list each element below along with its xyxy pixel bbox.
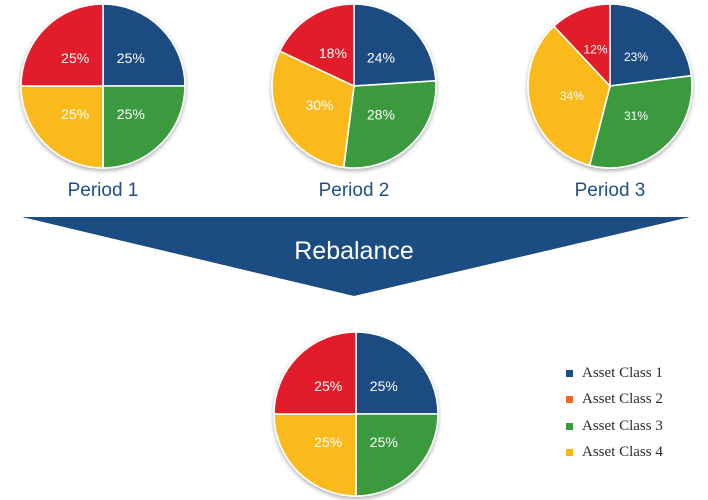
- pie-3-slice-asset-class-4: [527, 25, 611, 167]
- legend-label-asset-class-1: Asset Class 1: [582, 364, 663, 381]
- period-label-1: Period 1: [68, 180, 139, 201]
- rebalance-arrow-banner: [22, 217, 690, 296]
- pie-chart-2: [271, 3, 437, 169]
- pie-3-slice-asset-class-3: [588, 74, 693, 169]
- pie-2-slice-asset-class-1: [353, 3, 437, 87]
- legend-swatch-asset-class-1: [566, 369, 573, 377]
- legend-swatch-asset-class-2: [566, 396, 573, 404]
- pie-1-label-asset-class-4: 25%: [61, 106, 89, 122]
- rebalance-label: Rebalance: [294, 237, 414, 265]
- pie-4-slice-asset-class-4: [273, 413, 357, 497]
- legend-label-asset-class-2: Asset Class 2: [582, 391, 663, 408]
- pie-chart-4: [273, 331, 439, 497]
- pie-4-label-asset-class-4: 25%: [314, 434, 342, 450]
- period-label-3: Period 3: [575, 180, 646, 201]
- pie-1-label-asset-class-2: 25%: [61, 50, 89, 66]
- legend-item-asset-class-2: Asset Class 2: [566, 387, 663, 414]
- pie-3-slice-asset-class-1: [609, 3, 693, 87]
- pie-4-slice-asset-class-2: [273, 331, 357, 415]
- legend-item-asset-class-1: Asset Class 1: [566, 360, 663, 387]
- pie-4-label-asset-class-1: 25%: [370, 378, 398, 394]
- pie-4-label-asset-class-2: 25%: [314, 378, 342, 394]
- pie-1-slice-asset-class-3: [102, 85, 186, 169]
- pie-2-label-asset-class-3: 28%: [367, 107, 395, 123]
- pie-3-label-asset-class-2: 12%: [583, 43, 607, 57]
- pie-4-label-asset-class-3: 25%: [370, 434, 398, 450]
- pie-4-slice-asset-class-3: [355, 413, 439, 497]
- pie-2-slice-asset-class-2: [278, 3, 355, 88]
- period-label-2: Period 2: [319, 180, 390, 201]
- pie-2-label-asset-class-4: 30%: [305, 97, 333, 113]
- legend-label-asset-class-4: Asset Class 4: [582, 444, 663, 461]
- pie-1-slice-asset-class-1: [102, 3, 186, 87]
- pie-1-slice-asset-class-4: [20, 85, 104, 169]
- pie-3-label-asset-class-4: 34%: [560, 89, 584, 103]
- pie-3-label-asset-class-3: 31%: [624, 109, 648, 123]
- legend-swatch-asset-class-3: [566, 422, 573, 430]
- legend-item-asset-class-4: Asset Class 4: [566, 440, 663, 467]
- pie-1-slice-asset-class-2: [20, 3, 104, 87]
- pie-1-label-asset-class-3: 25%: [117, 106, 145, 122]
- legend: Asset Class 1 Asset Class 2 Asset Class …: [566, 360, 663, 466]
- pie-3-label-asset-class-1: 23%: [624, 50, 648, 64]
- legend-label-asset-class-3: Asset Class 3: [582, 417, 663, 434]
- pie-chart-1: [20, 3, 186, 169]
- legend-swatch-asset-class-4: [566, 449, 573, 457]
- pie-2-label-asset-class-1: 24%: [367, 49, 395, 65]
- pie-chart-3: [527, 3, 693, 169]
- pie-1-label-asset-class-1: 25%: [117, 50, 145, 66]
- pie-2-slice-asset-class-4: [271, 50, 355, 169]
- pie-2-label-asset-class-2: 18%: [319, 45, 347, 61]
- pie-4-slice-asset-class-1: [355, 331, 439, 415]
- pie-3-slice-asset-class-2: [552, 3, 611, 89]
- pie-2-slice-asset-class-3: [342, 80, 437, 169]
- legend-item-asset-class-3: Asset Class 3: [566, 413, 663, 440]
